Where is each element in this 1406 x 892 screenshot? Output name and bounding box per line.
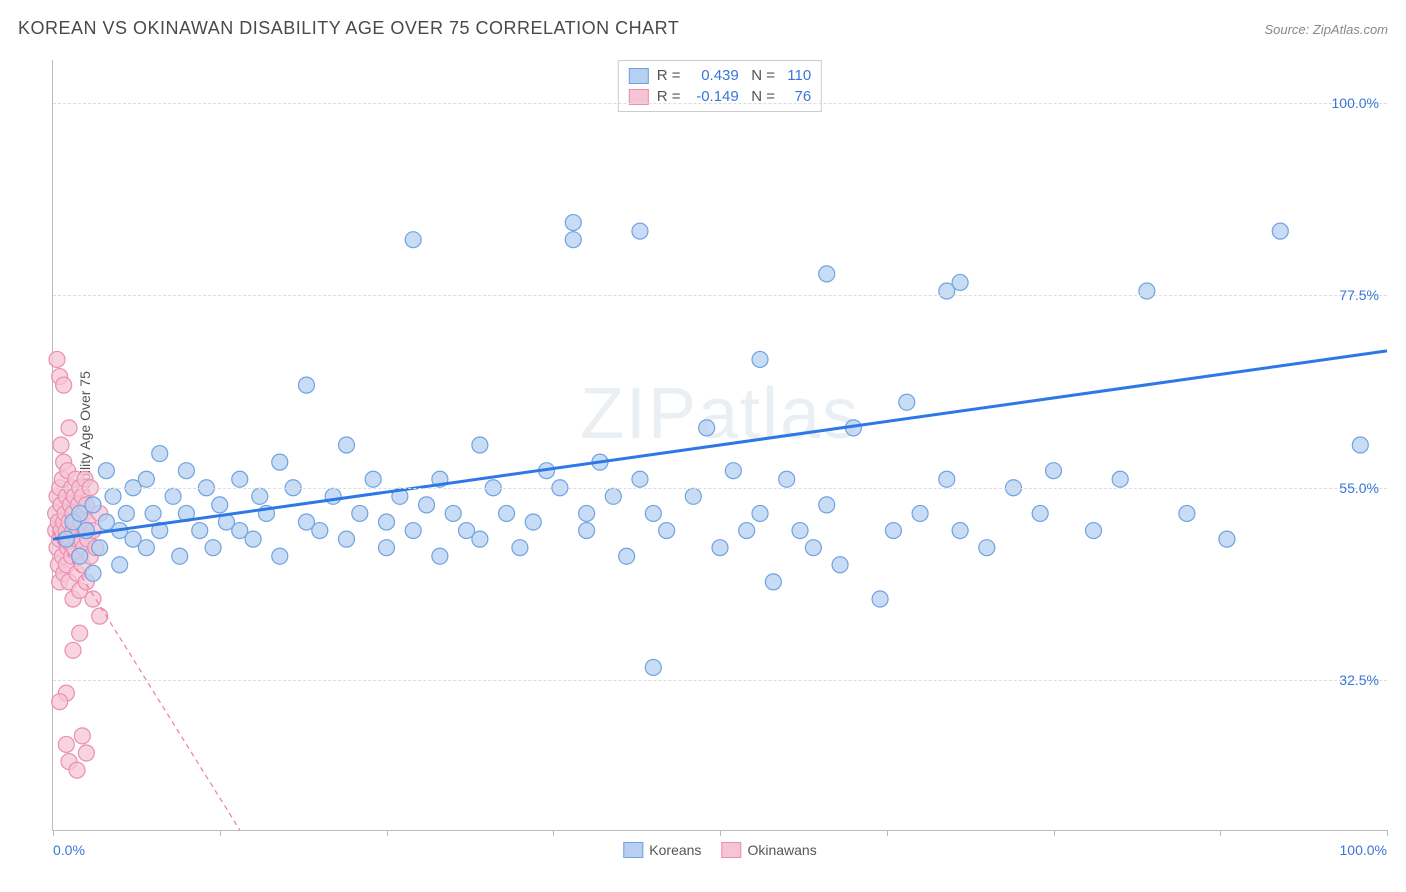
legend-row-korean: R = 0.439 N = 110: [629, 65, 811, 86]
x-tick: [1054, 830, 1055, 836]
gridline-h: [53, 103, 1387, 104]
x-tick: [553, 830, 554, 836]
legend-swatch-okinawan: [721, 842, 741, 858]
legend-correlation: R = 0.439 N = 110R = -0.149 N = 76: [618, 60, 822, 112]
x-label-min: 0.0%: [53, 842, 85, 858]
legend-swatch-korean: [629, 68, 649, 84]
x-tick: [1220, 830, 1221, 836]
x-tick: [887, 830, 888, 836]
plot-area: ZIPatlas R = 0.439 N = 110R = -0.149 N =…: [52, 60, 1387, 831]
x-tick: [1387, 830, 1388, 836]
chart-canvas: [53, 60, 1387, 830]
x-tick: [720, 830, 721, 836]
y-tick-label: 55.0%: [1339, 480, 1379, 496]
gridline-h: [53, 295, 1387, 296]
x-tick: [220, 830, 221, 836]
gridline-h: [53, 680, 1387, 681]
header: KOREAN VS OKINAWAN DISABILITY AGE OVER 7…: [18, 18, 1388, 39]
x-tick: [387, 830, 388, 836]
legend-item-korean: Koreans: [623, 842, 701, 858]
x-label-max: 100.0%: [1340, 842, 1387, 858]
y-tick-label: 32.5%: [1339, 672, 1379, 688]
y-tick-label: 100.0%: [1332, 95, 1379, 111]
source-label: Source: ZipAtlas.com: [1264, 22, 1388, 37]
legend-series: Koreans Okinawans: [623, 842, 816, 858]
legend-item-okinawan: Okinawans: [721, 842, 816, 858]
chart-title: KOREAN VS OKINAWAN DISABILITY AGE OVER 7…: [18, 18, 679, 39]
legend-row-okinawan: R = -0.149 N = 76: [629, 86, 811, 107]
legend-swatch-korean: [623, 842, 643, 858]
x-tick: [53, 830, 54, 836]
y-tick-label: 77.5%: [1339, 287, 1379, 303]
gridline-h: [53, 488, 1387, 489]
